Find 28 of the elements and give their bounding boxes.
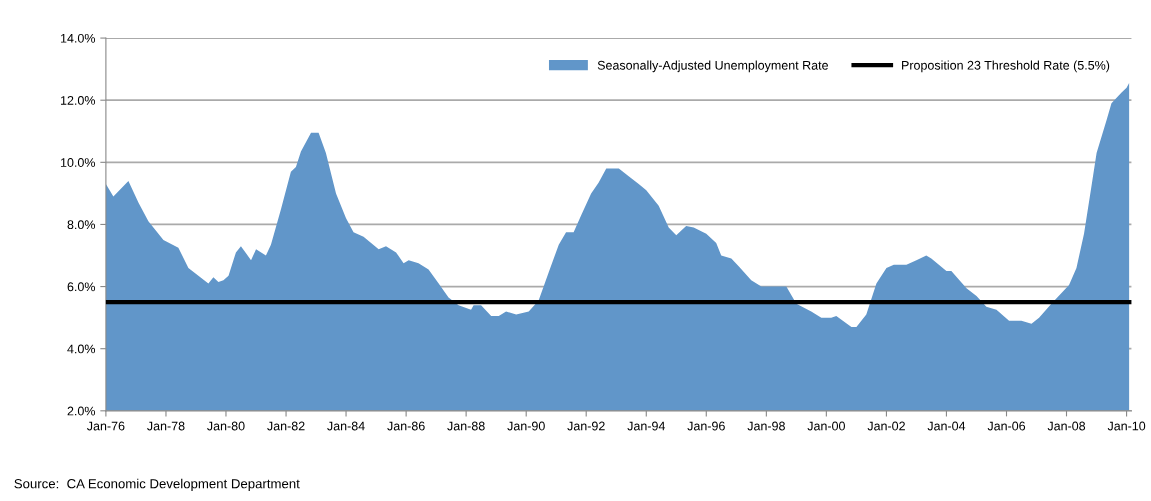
x-tick-label: Jan-82 xyxy=(267,421,305,431)
x-tick-label: Jan-94 xyxy=(627,421,666,431)
x-tick-label: Jan-84 xyxy=(327,421,365,431)
x-tick-label: Jan-96 xyxy=(687,421,725,431)
x-tick-label: Jan-80 xyxy=(207,421,245,431)
y-tick-label: 4.0% xyxy=(67,344,96,354)
x-tick-label: Jan-08 xyxy=(1047,421,1086,431)
legend-label: Proposition 23 Threshold Rate (5.5%) xyxy=(902,60,1110,73)
source-note: Source: CA Economic Development Department xyxy=(14,478,300,491)
x-tick-label: Jan-76 xyxy=(86,421,125,431)
x-tick-label: Jan-98 xyxy=(747,421,785,431)
x-tick-label: Jan-88 xyxy=(447,421,485,431)
y-tick-label: 10.0% xyxy=(60,158,96,167)
y-tick-label: 2.0% xyxy=(67,406,96,416)
y-tick-label: 8.0% xyxy=(67,220,96,230)
y-tick-label: 12.0% xyxy=(60,96,96,105)
x-tick-label: Jan-00 xyxy=(807,421,845,431)
x-tick-label: Jan-06 xyxy=(987,421,1026,431)
x-tick-label: Jan-86 xyxy=(387,421,425,431)
legend-label: Seasonally-Adjusted Unemployment Rate xyxy=(597,60,828,73)
y-tick-label: 14.0% xyxy=(60,33,96,43)
y-tick-label: 6.0% xyxy=(67,282,96,292)
x-tick-label: Jan-04 xyxy=(927,421,966,431)
x-tick-label: Jan-02 xyxy=(867,421,905,431)
x-tick-label: Jan-78 xyxy=(147,421,185,431)
x-tick-label: Jan-92 xyxy=(567,421,605,431)
x-tick-label: Jan-90 xyxy=(507,421,545,431)
x-tick-label: Jan-10 xyxy=(1107,421,1146,431)
